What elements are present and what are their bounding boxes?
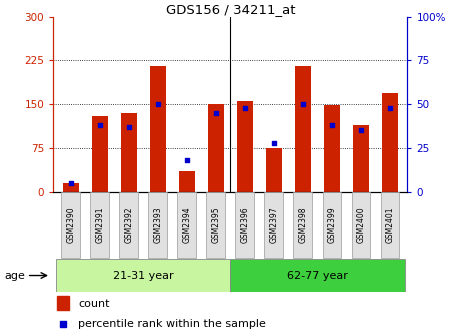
FancyBboxPatch shape <box>148 192 167 258</box>
FancyBboxPatch shape <box>264 192 283 258</box>
Point <box>328 122 336 128</box>
FancyBboxPatch shape <box>381 192 400 258</box>
Text: GSM2391: GSM2391 <box>95 207 104 243</box>
Bar <box>208 104 224 192</box>
Title: GDS156 / 34211_at: GDS156 / 34211_at <box>166 3 295 16</box>
Point <box>241 105 249 110</box>
Bar <box>179 171 195 192</box>
FancyBboxPatch shape <box>119 192 138 258</box>
Bar <box>57 296 69 310</box>
FancyBboxPatch shape <box>56 259 231 292</box>
Text: GSM2392: GSM2392 <box>124 207 133 243</box>
Text: GSM2390: GSM2390 <box>66 207 75 244</box>
Text: GSM2397: GSM2397 <box>269 207 278 244</box>
Point <box>183 157 190 163</box>
Bar <box>353 125 369 192</box>
Point <box>59 321 67 327</box>
Text: GSM2401: GSM2401 <box>386 207 394 243</box>
Point <box>212 110 219 116</box>
Bar <box>266 148 282 192</box>
Point <box>357 128 365 133</box>
Bar <box>324 105 340 192</box>
Text: GSM2393: GSM2393 <box>153 207 162 244</box>
FancyBboxPatch shape <box>231 259 405 292</box>
Text: GSM2400: GSM2400 <box>357 207 365 244</box>
Point <box>154 101 162 107</box>
Point <box>67 180 75 185</box>
Text: 62-77 year: 62-77 year <box>287 270 348 281</box>
Text: GSM2398: GSM2398 <box>299 207 307 243</box>
Text: GSM2395: GSM2395 <box>211 207 220 244</box>
FancyBboxPatch shape <box>294 192 313 258</box>
FancyBboxPatch shape <box>90 192 109 258</box>
Bar <box>121 113 137 192</box>
FancyBboxPatch shape <box>235 192 254 258</box>
FancyBboxPatch shape <box>323 192 341 258</box>
Text: GSM2394: GSM2394 <box>182 207 191 244</box>
Bar <box>295 66 311 192</box>
Bar <box>237 101 253 192</box>
Text: GSM2396: GSM2396 <box>240 207 250 244</box>
Bar <box>63 183 79 192</box>
Text: percentile rank within the sample: percentile rank within the sample <box>78 319 266 329</box>
Point <box>125 124 132 130</box>
Bar <box>150 66 166 192</box>
Text: count: count <box>78 299 110 308</box>
FancyBboxPatch shape <box>177 192 196 258</box>
Point <box>96 122 103 128</box>
Point <box>270 140 278 145</box>
FancyBboxPatch shape <box>351 192 370 258</box>
Point <box>386 105 394 110</box>
Point <box>299 101 307 107</box>
Text: GSM2399: GSM2399 <box>327 207 337 244</box>
Text: 21-31 year: 21-31 year <box>113 270 174 281</box>
Bar <box>92 116 108 192</box>
FancyBboxPatch shape <box>206 192 225 258</box>
FancyBboxPatch shape <box>61 192 80 258</box>
Bar <box>382 92 398 192</box>
Text: age: age <box>5 270 25 281</box>
